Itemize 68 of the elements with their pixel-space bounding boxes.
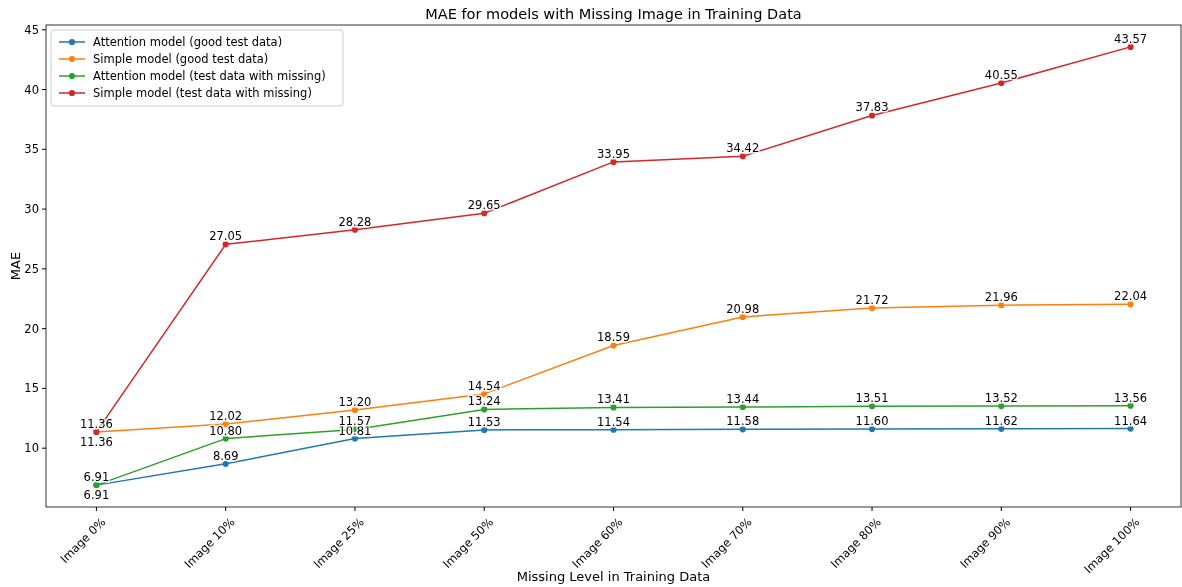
point [998, 79, 1005, 87]
data-label: 21.96 [984, 290, 1018, 305]
y-tick-label: 40 [24, 82, 39, 97]
legend-label: Simple model (test data with missing) [93, 86, 312, 101]
point [739, 313, 746, 321]
data-label: 34.42 [726, 141, 760, 156]
data-label: 11.60 [855, 414, 889, 429]
data-label: 13.20 [338, 394, 372, 409]
y-tick-label: 35 [24, 142, 39, 157]
data-label: 22.04 [1114, 289, 1148, 304]
y-axis-title: MAE [8, 251, 23, 281]
data-label: 29.65 [467, 198, 501, 213]
data-label: 33.95 [597, 146, 630, 161]
data-label: 11.64 [1114, 413, 1148, 428]
y-tick-label: 45 [24, 22, 39, 37]
point [739, 403, 746, 411]
point [481, 406, 488, 413]
data-label: 6.91 [83, 470, 110, 485]
data-label: 6.91 [83, 488, 110, 503]
point [998, 302, 1005, 309]
chart-title: MAE for models with Missing Image in Training Data [425, 6, 802, 22]
y-tick-label: 20 [24, 321, 39, 336]
y-tick-label: 15 [24, 381, 39, 396]
data-label: 11.54 [597, 414, 630, 429]
point [481, 426, 488, 433]
data-label: 21.72 [855, 293, 889, 308]
point [868, 425, 876, 433]
point [222, 241, 229, 248]
x-axis-title: Missing Level in Training Data [516, 569, 711, 584]
data-label: 18.59 [597, 330, 630, 345]
data-label: 11.36 [79, 434, 113, 449]
data-label: 12.02 [209, 409, 243, 424]
data-label: 13.24 [467, 394, 501, 409]
legend-label: Simple model (good test data) [93, 52, 269, 67]
data-label: 28.28 [338, 214, 372, 229]
point [868, 112, 876, 119]
data-label: 13.41 [597, 392, 630, 407]
point [739, 426, 746, 433]
data-label: 27.05 [209, 229, 243, 244]
point [351, 406, 359, 414]
point [610, 404, 617, 411]
data-label: 10.80 [209, 423, 243, 438]
data-label: 20.98 [726, 301, 760, 316]
point [1127, 402, 1134, 409]
y-tick-label: 30 [24, 202, 39, 217]
data-label: 13.44 [726, 392, 760, 407]
point [610, 342, 617, 349]
data-label: 13.56 [1114, 390, 1148, 405]
point [868, 403, 876, 410]
point [481, 210, 488, 217]
data-label: 8.69 [212, 448, 239, 463]
point [998, 403, 1005, 410]
data-label: 13.52 [984, 391, 1018, 406]
data-label: 43.57 [1114, 31, 1148, 46]
data-label: 11.62 [984, 413, 1018, 428]
legend-label: Attention model (good test data) [93, 35, 283, 50]
point [1127, 301, 1134, 308]
y-tick-label: 25 [24, 261, 39, 276]
legend-label: Attention model (test data with missing) [93, 69, 326, 84]
y-tick-label: 10 [24, 441, 39, 456]
data-label: 11.53 [467, 414, 501, 429]
data-label: 14.54 [467, 378, 501, 393]
point [739, 153, 746, 160]
point [868, 305, 876, 312]
data-label: 11.58 [726, 414, 760, 429]
data-label: 13.51 [855, 391, 889, 406]
data-label: 37.83 [855, 100, 889, 115]
data-label: 40.55 [984, 67, 1018, 82]
